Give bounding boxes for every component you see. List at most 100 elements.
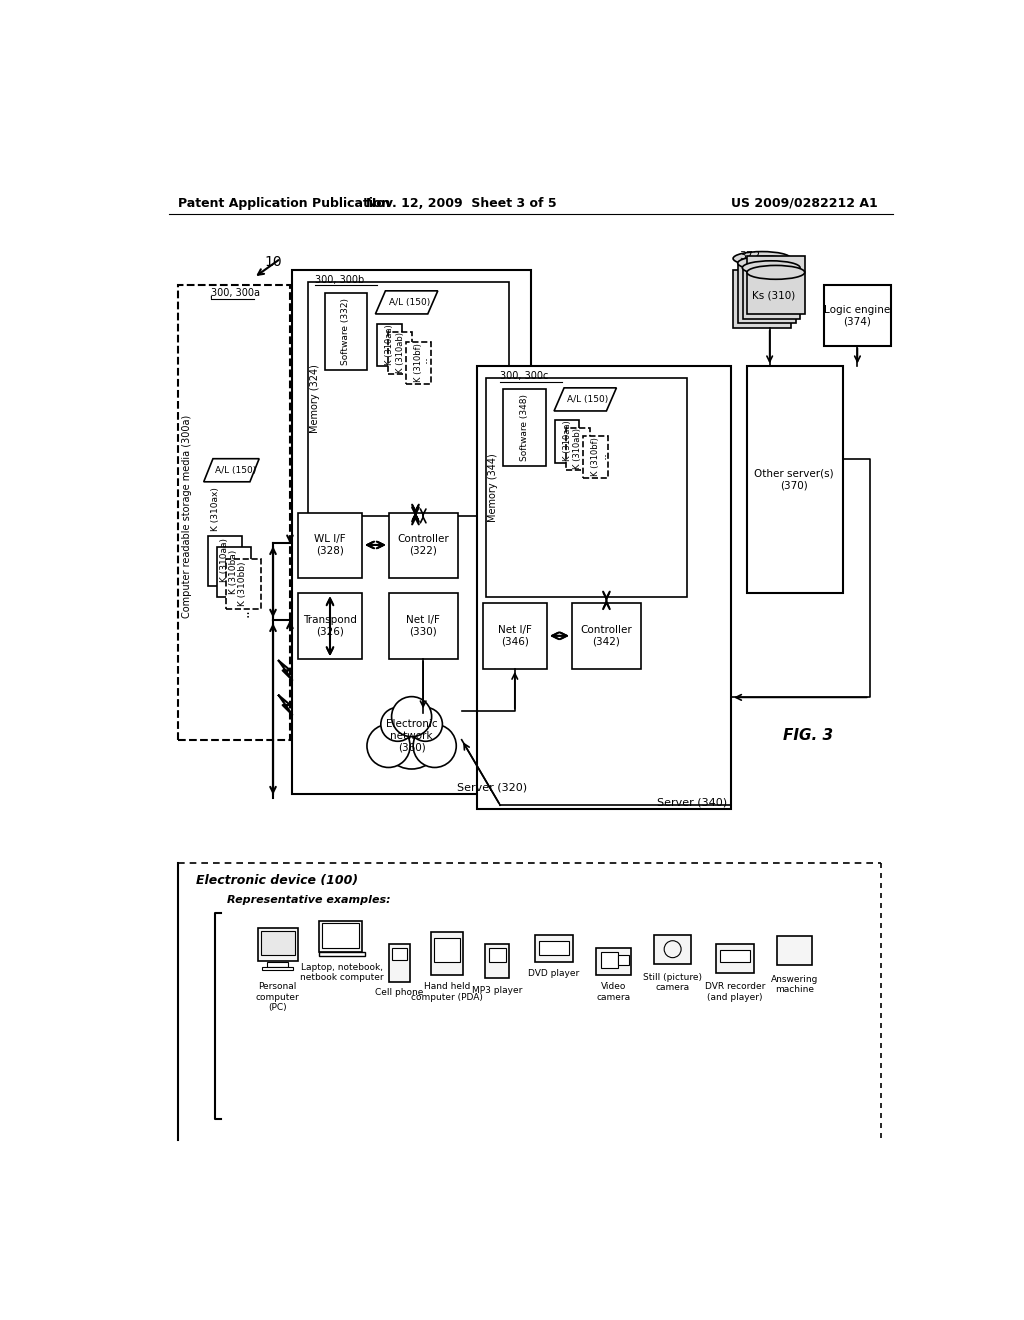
Bar (434, 939, 460, 961)
Circle shape (409, 708, 442, 742)
Bar (477, 367, 731, 809)
Text: K (310ax): K (310ax) (211, 487, 220, 531)
Bar (377, 323, 401, 367)
Text: Software (332): Software (332) (341, 298, 350, 366)
Text: MP3 player: MP3 player (472, 986, 522, 995)
Text: 10: 10 (264, 255, 282, 269)
Text: Patent Application Publication: Patent Application Publication (178, 197, 391, 210)
Bar (720, 950, 751, 962)
Text: 372: 372 (739, 251, 760, 261)
Bar (261, 932, 295, 954)
Bar (733, 271, 792, 327)
Circle shape (381, 708, 415, 742)
Bar (742, 261, 801, 318)
Bar (325, 293, 367, 370)
Text: A/L (150): A/L (150) (215, 466, 257, 475)
Text: Ks (310): Ks (310) (752, 290, 795, 301)
Text: Computer readable storage media (300a): Computer readable storage media (300a) (182, 414, 191, 618)
Bar (258, 928, 298, 961)
Bar (388, 331, 413, 374)
Bar (555, 420, 580, 462)
Text: Server (340): Server (340) (657, 797, 727, 808)
Text: 300, 300c: 300, 300c (500, 371, 549, 381)
Text: Controller
(342): Controller (342) (581, 624, 632, 647)
Bar (654, 935, 691, 964)
Text: A/L (150): A/L (150) (567, 395, 608, 404)
Text: K (310bb): K (310bb) (239, 561, 248, 606)
Bar (226, 558, 261, 609)
Bar (298, 594, 362, 659)
Polygon shape (376, 290, 438, 314)
Text: Personal
computer
(PC): Personal computer (PC) (256, 982, 299, 1012)
Ellipse shape (737, 256, 796, 271)
Bar (716, 944, 755, 973)
Text: Answering
machine: Answering machine (771, 974, 818, 994)
Polygon shape (204, 459, 259, 482)
Text: Laptop, notebook,
netbook computer: Laptop, notebook, netbook computer (300, 964, 384, 982)
Bar (262, 966, 293, 970)
Text: Electronic device (100): Electronic device (100) (196, 874, 358, 887)
Text: 300, 300a: 300, 300a (211, 288, 260, 298)
Text: Logic engine
(374): Logic engine (374) (824, 305, 891, 326)
Bar (388, 944, 410, 982)
Text: A/L (150): A/L (150) (389, 298, 430, 306)
Bar (539, 941, 569, 954)
Text: K (310aa): K (310aa) (220, 539, 229, 582)
Circle shape (391, 697, 432, 737)
Text: Memory (344): Memory (344) (488, 453, 499, 521)
Text: Controller
(322): Controller (322) (397, 535, 450, 556)
Text: Hand held
computer (PDA): Hand held computer (PDA) (411, 982, 483, 1002)
Bar (571, 603, 641, 669)
Text: Representative examples:: Representative examples: (226, 895, 390, 906)
Bar (617, 956, 629, 965)
Bar (319, 921, 361, 952)
Bar (391, 948, 407, 960)
Text: US 2009/0282212 A1: US 2009/0282212 A1 (731, 197, 878, 210)
Text: Transpond
(326): Transpond (326) (303, 615, 357, 636)
Text: Net I/F
(330): Net I/F (330) (407, 615, 440, 636)
Bar (488, 948, 506, 961)
Text: Server (320): Server (320) (457, 783, 527, 792)
Text: K (310ba): K (310ba) (229, 549, 239, 594)
Bar (738, 265, 796, 323)
Ellipse shape (746, 265, 805, 280)
Bar (535, 935, 573, 961)
Text: Cell phone: Cell phone (375, 989, 424, 998)
Text: ..: .. (595, 451, 608, 459)
Text: Still (picture)
camera: Still (picture) camera (643, 973, 702, 993)
Text: Software (348): Software (348) (519, 395, 528, 462)
Bar (307, 281, 509, 516)
Bar (319, 952, 366, 956)
Text: ..: .. (238, 609, 252, 616)
Bar (748, 256, 805, 314)
Bar (584, 436, 608, 478)
Text: K (310aa): K (310aa) (385, 325, 394, 366)
Text: Other server(s)
(370): Other server(s) (370) (755, 469, 835, 490)
Text: WL I/F
(328): WL I/F (328) (314, 535, 346, 556)
Circle shape (367, 725, 410, 767)
Bar (503, 389, 546, 466)
Text: DVR recorder
(and player): DVR recorder (and player) (705, 982, 765, 1002)
Bar (484, 944, 509, 978)
Text: Nov. 12, 2009  Sheet 3 of 5: Nov. 12, 2009 Sheet 3 of 5 (367, 197, 557, 210)
Bar (388, 512, 458, 578)
Circle shape (665, 941, 681, 958)
Text: FIG. 3: FIG. 3 (783, 729, 834, 743)
Text: ..: .. (417, 355, 430, 363)
Circle shape (382, 710, 441, 770)
Bar (267, 962, 289, 966)
Text: 300, 300b: 300, 300b (315, 275, 365, 285)
Bar (565, 428, 590, 470)
Bar (486, 378, 686, 598)
Circle shape (413, 725, 457, 767)
Bar (388, 594, 458, 659)
Text: K (310aa): K (310aa) (562, 421, 571, 462)
Text: Electronic
network
(360): Electronic network (360) (386, 719, 437, 752)
Text: Memory (324): Memory (324) (309, 364, 319, 433)
Bar (431, 932, 463, 974)
Bar (601, 952, 617, 969)
Text: DVD player: DVD player (528, 969, 580, 978)
Text: Net I/F
(346): Net I/F (346) (498, 624, 531, 647)
Bar (596, 948, 631, 974)
Bar (777, 936, 812, 965)
